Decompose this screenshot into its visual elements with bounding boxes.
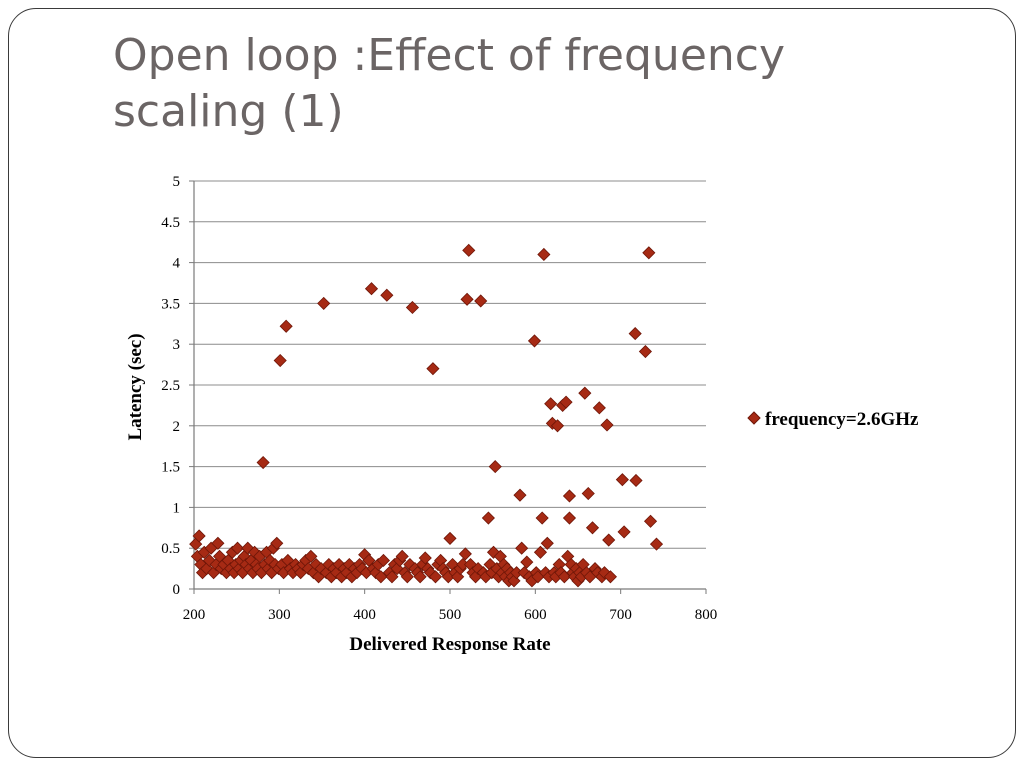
slide-title: Open loop :Effect of frequency scaling (…: [113, 30, 786, 137]
data-point: [428, 570, 443, 584]
data-point: [557, 570, 571, 584]
data-point: [462, 243, 476, 257]
data-point: [230, 541, 245, 555]
data-point: [273, 353, 287, 368]
data-point: [263, 553, 277, 568]
chart-legend: frequency=2.6GHz: [747, 409, 919, 430]
data-point: [400, 570, 414, 584]
y-tick-label: 0.5: [161, 541, 180, 557]
data-point: [304, 549, 318, 563]
data-point: [279, 319, 293, 333]
data-point: [515, 541, 529, 555]
data-point: [535, 511, 549, 525]
x-axis-title: Delivered Response Rate: [349, 634, 550, 655]
data-point: [342, 557, 356, 572]
legend-label: frequency=2.6GHz: [765, 409, 919, 430]
data-point: [628, 327, 642, 341]
data-point: [488, 460, 502, 474]
data-point: [192, 529, 206, 543]
data-point: [380, 288, 394, 302]
data-point: [426, 362, 440, 376]
data-point: [211, 536, 225, 550]
data-point: [550, 419, 565, 433]
x-tick-label: 700: [609, 607, 632, 623]
x-tick-label: 600: [524, 607, 547, 623]
chart-gridlines: [194, 180, 706, 549]
slide-frame: [8, 8, 1016, 758]
data-point: [617, 525, 631, 539]
data-point: [629, 473, 643, 488]
data-point: [533, 545, 548, 559]
y-tick-label: 4.5: [161, 215, 180, 231]
data-point: [374, 570, 388, 584]
data-point: [520, 555, 534, 569]
y-tick-label: 1.5: [161, 460, 180, 476]
data-point: [578, 386, 592, 400]
data-point: [527, 334, 542, 348]
data-point: [418, 551, 432, 565]
y-tick-label: 4: [173, 256, 181, 272]
data-point: [562, 489, 577, 503]
y-tick-label: 2: [173, 419, 181, 435]
legend-marker-diamond-icon: [747, 411, 761, 425]
x-tick-label: 400: [353, 607, 376, 623]
data-point: [643, 514, 658, 528]
y-tick-label: 5: [173, 174, 181, 190]
data-point: [562, 511, 577, 525]
data-point: [395, 549, 409, 563]
data-point: [309, 557, 323, 572]
x-tick-labels: 200 300 400 500 600 700 800: [183, 607, 718, 623]
y-tick-label: 1: [173, 500, 181, 516]
data-points: [189, 243, 664, 588]
data-point: [513, 488, 527, 502]
data-point: [385, 570, 399, 584]
data-point: [540, 536, 554, 550]
data-point: [256, 455, 270, 470]
data-point: [458, 547, 472, 561]
data-point: [332, 557, 346, 572]
data-point: [405, 300, 420, 315]
data-point: [460, 292, 474, 306]
data-point: [649, 537, 664, 551]
data-point: [544, 397, 558, 411]
data-point: [642, 246, 656, 260]
data-point: [248, 545, 262, 559]
y-tick-label: 3: [173, 337, 181, 353]
x-tick-label: 200: [183, 607, 206, 623]
y-axis-title: Latency (sec): [125, 333, 146, 440]
data-point: [592, 401, 606, 415]
data-point: [559, 395, 573, 409]
data-point: [443, 531, 457, 545]
chart-axes: [189, 180, 707, 594]
y-tick-labels: 0 0.5 1 1.5 2 2.5 3 3.5 4 4.5 5: [161, 174, 180, 598]
data-point: [537, 247, 551, 262]
data-point: [481, 511, 495, 525]
data-point: [270, 536, 284, 550]
data-point: [322, 557, 336, 572]
y-tick-label: 0: [173, 582, 181, 598]
data-point: [189, 537, 203, 551]
x-tick-label: 300: [268, 607, 291, 623]
data-point: [602, 533, 616, 547]
data-point: [581, 486, 595, 501]
data-point: [600, 418, 614, 432]
data-point: [413, 570, 427, 584]
data-point: [474, 294, 488, 308]
data-point: [603, 570, 617, 584]
data-point: [364, 282, 379, 296]
x-tick-label: 500: [439, 607, 462, 623]
data-point: [376, 553, 391, 568]
data-point: [638, 344, 652, 359]
y-tick-label: 2.5: [161, 378, 180, 394]
data-point: [585, 521, 600, 535]
y-tick-label: 3.5: [161, 296, 180, 312]
x-tick-label: 800: [695, 607, 718, 623]
data-point: [615, 473, 629, 487]
data-point: [317, 296, 331, 310]
